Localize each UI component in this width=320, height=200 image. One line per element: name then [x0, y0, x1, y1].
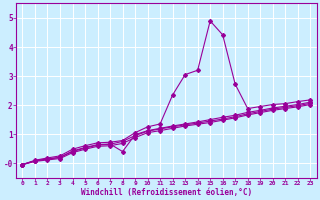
X-axis label: Windchill (Refroidissement éolien,°C): Windchill (Refroidissement éolien,°C)	[81, 188, 252, 197]
